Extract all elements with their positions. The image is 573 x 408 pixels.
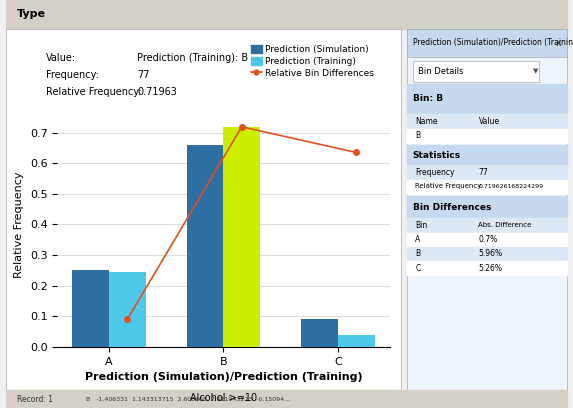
Text: Name: Name <box>415 117 438 126</box>
Bar <box>338 335 375 347</box>
Bar <box>407 29 567 392</box>
Bar <box>6 390 567 408</box>
Bar <box>407 165 567 180</box>
Bar <box>407 129 567 143</box>
Bar <box>407 261 567 275</box>
Text: Bin Details: Bin Details <box>418 67 464 76</box>
Text: x: x <box>556 38 562 48</box>
Bar <box>407 114 567 129</box>
Text: Prediction (Training): B: Prediction (Training): B <box>138 53 249 63</box>
Bar <box>6 0 567 29</box>
Text: Value: Value <box>478 117 500 126</box>
Bar <box>223 127 260 347</box>
Text: 77: 77 <box>478 168 488 177</box>
Text: Prediction (Simulation)/Prediction (Training): Prediction (Simulation)/Prediction (Trai… <box>413 38 573 47</box>
Y-axis label: Relative Frequency: Relative Frequency <box>14 171 24 278</box>
Bar <box>407 233 567 247</box>
Text: B: B <box>415 249 421 258</box>
Legend: Prediction (Simulation), Prediction (Training), Relative Bin Differences: Prediction (Simulation), Prediction (Tra… <box>251 45 374 78</box>
Text: Abs. Difference: Abs. Difference <box>478 222 532 228</box>
Text: 5.26%: 5.26% <box>478 264 503 273</box>
Text: B   -1.406331  1.143313715  2.600408  2.611943223  -0.15094...: B -1.406331 1.143313715 2.600408 2.61194… <box>86 397 290 401</box>
Text: Relative Frequency: Relative Frequency <box>415 184 482 189</box>
Bar <box>6 29 401 392</box>
Text: Alcohol >=10: Alcohol >=10 <box>190 393 257 404</box>
Text: Record: 1: Record: 1 <box>17 395 53 404</box>
Text: A: A <box>415 235 421 244</box>
Text: ▼: ▼ <box>533 69 539 74</box>
Text: Type: Type <box>17 9 46 19</box>
Bar <box>407 196 567 218</box>
Text: Bin: Bin <box>415 221 427 230</box>
Text: Relative Frequency:: Relative Frequency: <box>46 87 142 97</box>
Bar <box>407 29 567 57</box>
Text: 0.719626168224299: 0.719626168224299 <box>478 184 544 189</box>
Text: 0.71963: 0.71963 <box>138 87 177 97</box>
Text: C: C <box>415 264 421 273</box>
X-axis label: Prediction (Simulation)/Prediction (Training): Prediction (Simulation)/Prediction (Trai… <box>85 372 362 382</box>
Bar <box>301 319 338 347</box>
Bar <box>109 272 146 347</box>
Bar <box>407 180 567 194</box>
Text: Bin Differences: Bin Differences <box>413 203 491 212</box>
Text: B: B <box>415 131 421 140</box>
Text: 5.96%: 5.96% <box>478 249 503 258</box>
Text: 77: 77 <box>138 70 150 80</box>
Text: Value:: Value: <box>46 53 76 63</box>
Text: Frequency:: Frequency: <box>46 70 99 80</box>
Text: Bin: B: Bin: B <box>413 94 443 103</box>
Text: Statistics: Statistics <box>413 151 461 160</box>
Text: 0.7%: 0.7% <box>478 235 498 244</box>
Bar <box>407 218 567 233</box>
Bar <box>413 61 539 82</box>
Bar <box>407 145 567 165</box>
Bar <box>187 145 223 347</box>
Bar <box>407 247 567 261</box>
Text: Frequency: Frequency <box>415 168 455 177</box>
Bar <box>407 84 567 114</box>
Bar <box>72 270 109 347</box>
